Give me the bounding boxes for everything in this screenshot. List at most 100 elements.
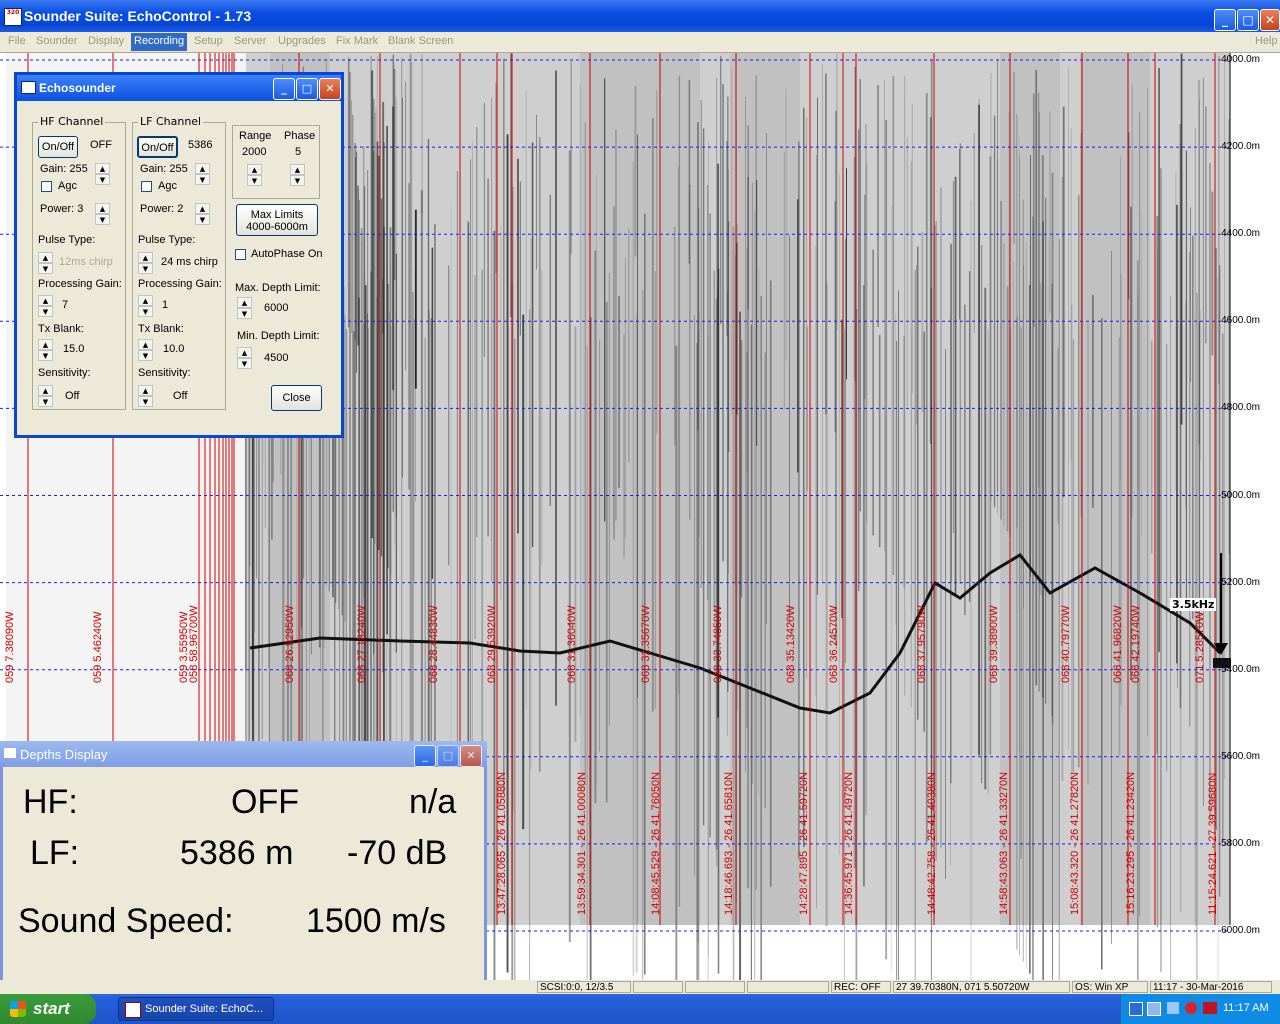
hf-pulse-type-spinner[interactable]: ▲ ▼ xyxy=(38,252,53,276)
noise-streak xyxy=(599,340,601,752)
lf-agc-checkbox[interactable] xyxy=(141,181,152,192)
noise-streak xyxy=(910,161,912,708)
depths-display-titlebar[interactable]: Depths Display _ □ ✕ xyxy=(0,741,487,767)
menu-help[interactable]: Help xyxy=(1255,35,1278,47)
noise-streak xyxy=(637,251,638,924)
max-limits-button[interactable]: Max Limits 4000-6000m xyxy=(236,204,318,236)
noise-streak xyxy=(401,57,403,770)
noise-streak xyxy=(354,143,357,340)
depths-window-icon xyxy=(4,748,16,758)
lf-pulse-type-spinner[interactable]: ▲ ▼ xyxy=(138,252,153,276)
max-depth-limit-spinner[interactable]: ▲ ▼ xyxy=(237,297,252,321)
noise-streak xyxy=(1219,265,1221,897)
dialog-maximize-button[interactable]: □ xyxy=(296,78,318,100)
noise-streak xyxy=(344,315,346,622)
hf-pulse-type-label: Pulse Type: xyxy=(38,234,96,246)
noise-streak xyxy=(1205,106,1207,344)
menu-fix-mark[interactable]: Fix Mark xyxy=(336,35,379,47)
noise-streak xyxy=(434,224,436,938)
hf-agc-checkbox[interactable] xyxy=(41,181,52,192)
depths-minimize-button[interactable]: _ xyxy=(414,745,436,767)
noise-streak xyxy=(323,330,325,648)
seafloor-trace xyxy=(249,553,1222,715)
echosounder-dialog-titlebar[interactable]: Echosounder _ □ ✕ xyxy=(17,75,341,101)
dialog-minimize-button[interactable]: _ xyxy=(273,78,295,100)
noise-streak xyxy=(549,194,551,507)
hf-depth-value: OFF xyxy=(231,783,299,821)
lf-tx-blank-spinner[interactable]: ▲ ▼ xyxy=(138,339,153,363)
menu-sounder[interactable]: Sounder xyxy=(36,35,78,47)
noise-streak xyxy=(798,141,800,859)
hf-tx-blank-spinner[interactable]: ▲ ▼ xyxy=(38,339,53,363)
noise-streak xyxy=(1032,93,1035,327)
ati-icon[interactable] xyxy=(1203,1002,1217,1014)
dialog-close-icon[interactable]: ✕ xyxy=(319,78,341,100)
noise-streak xyxy=(456,171,458,802)
fix-mark-label: 13:59:34.301 - 26 41.00080N xyxy=(576,771,588,915)
noise-streak xyxy=(376,141,379,782)
menu-recording[interactable]: Recording xyxy=(131,33,188,51)
max-depth-limit-value: 6000 xyxy=(264,302,289,314)
fix-mark-label: 059 7.38090W xyxy=(4,611,16,683)
depths-maximize-button[interactable]: □ xyxy=(437,745,459,767)
noise-streak xyxy=(495,82,498,274)
noise-streak xyxy=(1209,163,1211,819)
noise-streak xyxy=(1072,339,1075,772)
noise-streak xyxy=(1177,323,1178,689)
minimize-button[interactable]: _ xyxy=(1214,9,1236,31)
usb-icon[interactable] xyxy=(1167,1002,1179,1014)
noise-streak xyxy=(797,199,799,473)
menu-setup[interactable]: Setup xyxy=(194,35,223,47)
menu-display[interactable]: Display xyxy=(88,35,125,47)
noise-streak xyxy=(290,72,292,894)
maximize-button[interactable]: □ xyxy=(1237,9,1259,31)
close-button[interactable]: Close xyxy=(271,385,322,411)
autophase-checkbox[interactable] xyxy=(235,249,246,260)
hf-processing-gain-spinner[interactable]: ▲ ▼ xyxy=(38,295,53,319)
noise-streak xyxy=(604,78,606,522)
noise-streak xyxy=(993,115,996,508)
noise-streak xyxy=(512,186,514,811)
min-depth-limit-spinner[interactable]: ▲ ▼ xyxy=(237,347,252,371)
noise-streak xyxy=(1170,296,1171,980)
phase-spinner[interactable]: ▲ ▼ xyxy=(290,164,305,188)
monitor-icon[interactable] xyxy=(1147,1002,1161,1016)
depths-close-icon[interactable]: ✕ xyxy=(460,745,482,767)
fix-mark-label: 068 33.74850W xyxy=(712,605,724,683)
security-shield-icon[interactable] xyxy=(1185,1002,1197,1014)
echogram-panel[interactable]: 4000.0m 4200.0m 4400.0m 4600.0m 4800.0m 5000.… xyxy=(0,53,1280,980)
noise-streak xyxy=(424,337,426,980)
menu-upgrades[interactable]: Upgrades xyxy=(278,35,326,47)
menu-server[interactable]: Server xyxy=(234,35,267,47)
window-titlebar[interactable]: 320 Sounder Suite: EchoControl - 1.73 _ … xyxy=(0,0,1280,32)
lf-processing-gain-spinner[interactable]: ▲ ▼ xyxy=(138,295,153,319)
hf-onoff-button[interactable]: On/Off xyxy=(38,136,78,158)
hf-power-spinner[interactable]: ▲ ▼ xyxy=(95,203,110,227)
noise-streak xyxy=(764,352,766,809)
start-button[interactable]: start xyxy=(0,994,96,1024)
lf-state: 5386 xyxy=(188,139,213,151)
noise-streak xyxy=(351,100,352,334)
network-icon[interactable] xyxy=(1129,1002,1143,1016)
lf-gain-spinner[interactable]: ▲ ▼ xyxy=(195,163,210,187)
close-window-button[interactable]: ✕ xyxy=(1260,9,1280,31)
lf-power-spinner[interactable]: ▲ ▼ xyxy=(195,203,210,227)
status-empty-3 xyxy=(747,981,829,993)
menu-blank-screen[interactable]: Blank Screen xyxy=(388,35,454,47)
noise-streak xyxy=(895,313,897,625)
current-depth-marker xyxy=(1213,658,1231,668)
noise-streak xyxy=(945,348,946,879)
hf-sensitivity-spinner[interactable]: ▲ ▼ xyxy=(38,385,53,409)
lf-sensitivity-spinner[interactable]: ▲ ▼ xyxy=(138,385,153,409)
fix-mark-label: 14:58:43.063 - 26 41.33270N xyxy=(998,771,1010,915)
range-spinner[interactable]: ▲ ▼ xyxy=(247,164,262,188)
noise-streak xyxy=(739,311,741,980)
lf-onoff-button[interactable]: On/Off xyxy=(137,136,178,158)
menu-file[interactable]: File xyxy=(8,35,26,47)
noise-streak xyxy=(751,182,753,785)
hf-state: OFF xyxy=(90,139,112,151)
hf-sensitivity-value: Off xyxy=(65,390,80,402)
taskbar-app-button[interactable]: Sounder Suite: EchoC... xyxy=(118,997,274,1021)
noise-streak xyxy=(904,75,906,696)
hf-gain-spinner[interactable]: ▲ ▼ xyxy=(95,163,110,187)
